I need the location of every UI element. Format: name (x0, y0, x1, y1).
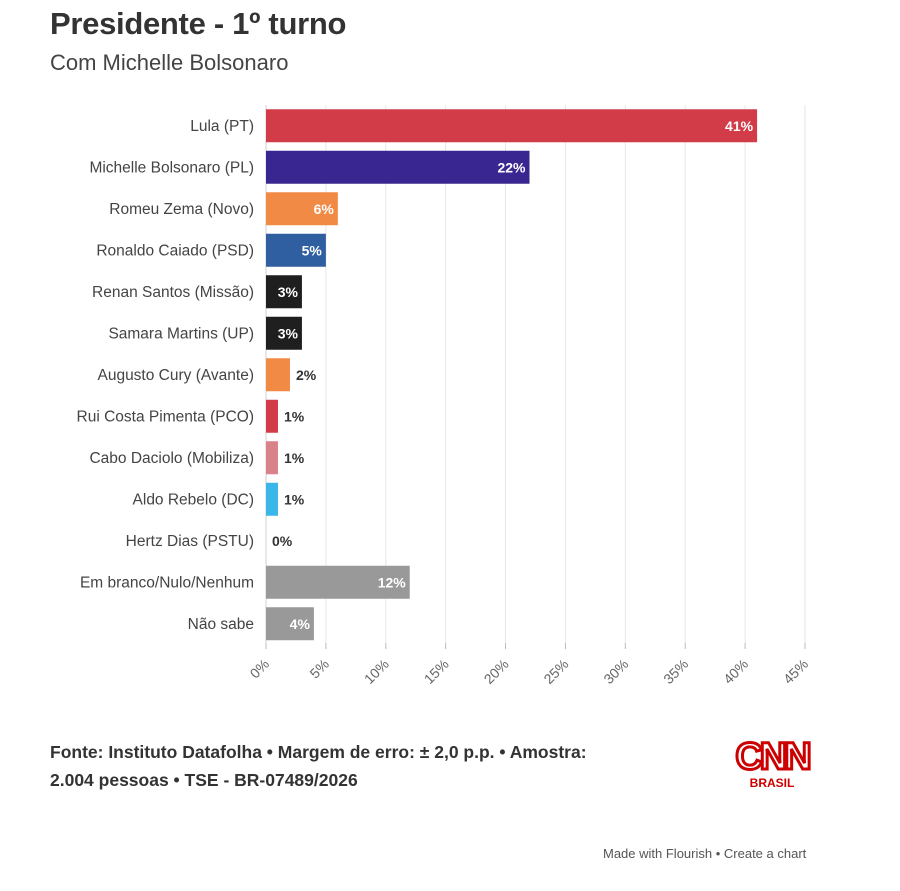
bar (266, 399, 278, 433)
category-label: Augusto Cury (Avante) (97, 367, 254, 384)
bar (266, 109, 758, 143)
x-tick-label: 30% (600, 656, 631, 687)
value-label: 5% (302, 242, 323, 258)
made-with-flourish-link[interactable]: Made with Flourish (603, 846, 713, 861)
bar (266, 316, 302, 350)
category-label: Em branco/Nulo/Nenhum (80, 574, 254, 591)
x-tick-label: 0% (246, 656, 272, 682)
bar (266, 192, 338, 226)
value-label: 3% (278, 284, 299, 300)
bar-chart: 0% 5% 10% 15% 20% 25% 30% 35% 40% 45% Lula (PT) 41%… (77, 105, 811, 687)
bar (266, 233, 326, 267)
category-label: Não sabe (188, 616, 254, 633)
logo-sub: BRASIL (750, 776, 795, 790)
value-label: 6% (314, 201, 335, 217)
category-label: Michelle Bolsonaro (PL) (89, 159, 254, 176)
source-note: Fonte: Instituto Datafolha • Margem de e… (50, 738, 710, 794)
bar (266, 441, 278, 475)
x-tick-label: 40% (720, 656, 751, 687)
bar (266, 482, 278, 516)
value-label: 41% (725, 118, 754, 134)
x-tick-label: 25% (540, 656, 571, 687)
chart-title: Presidente - 1º turno (50, 6, 347, 41)
value-label: 1% (284, 450, 305, 466)
category-label: Cabo Daciolo (Mobiliza) (89, 450, 254, 467)
category-label: Renan Santos (Missão) (92, 284, 254, 301)
value-label: 12% (378, 574, 407, 590)
x-tick-label: 45% (780, 656, 811, 687)
category-label: Samara Martins (UP) (108, 325, 254, 342)
bar (266, 275, 302, 309)
value-label: 1% (284, 408, 305, 424)
value-label: 4% (290, 616, 311, 632)
category-label: Hertz Dias (PSTU) (126, 533, 254, 550)
category-label: Romeu Zema (Novo) (109, 201, 254, 218)
x-tick-label: 10% (361, 656, 392, 687)
value-label: 1% (284, 491, 305, 507)
credit-separator: • (712, 846, 724, 861)
x-tick-label: 5% (306, 656, 332, 682)
category-label: Rui Costa Pimenta (PCO) (77, 408, 254, 425)
x-tick-label: 35% (660, 656, 691, 687)
x-tick-label: 15% (421, 656, 452, 687)
bar (266, 150, 530, 184)
category-label: Ronaldo Caiado (PSD) (96, 242, 254, 259)
source-line-1: Fonte: Instituto Datafolha • Margem de e… (50, 742, 587, 762)
bar (266, 565, 410, 599)
bar (266, 358, 290, 392)
value-label: 0% (272, 533, 293, 549)
value-label: 3% (278, 325, 299, 341)
logo-brand: CNN (735, 736, 809, 778)
category-label: Aldo Rebelo (DC) (133, 491, 254, 508)
flourish-credit: Made with Flourish • Create a chart (603, 846, 806, 861)
value-label: 2% (296, 367, 317, 383)
create-chart-link[interactable]: Create a chart (723, 846, 807, 861)
source-line-2: 2.004 pessoas • TSE - BR-07489/2026 (50, 770, 358, 790)
cnn-brasil-logo: CNN BRASIL (734, 735, 812, 791)
category-label: Lula (PT) (190, 118, 254, 135)
chart-subtitle: Com Michelle Bolsonaro (50, 50, 289, 75)
bar (266, 607, 314, 641)
value-label: 22% (497, 159, 526, 175)
x-tick-label: 20% (481, 656, 512, 687)
